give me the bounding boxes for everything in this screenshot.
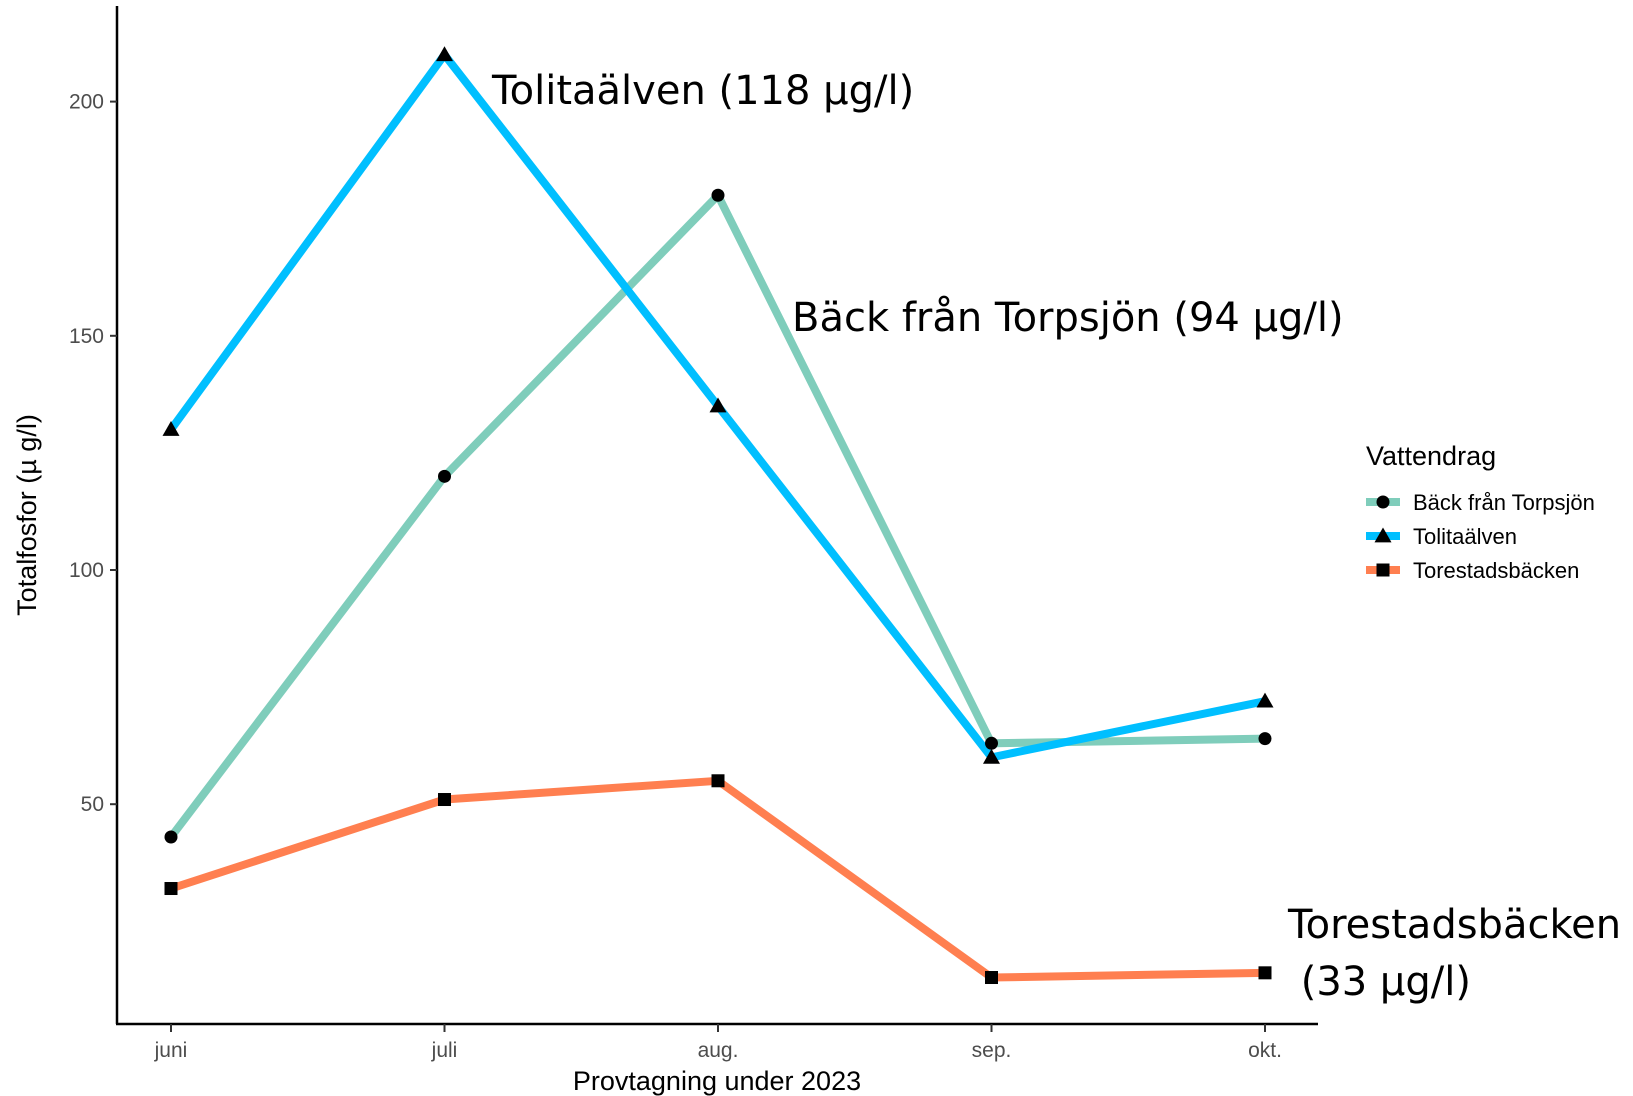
legend-marker	[1376, 563, 1390, 577]
data-point	[1256, 692, 1274, 708]
y-ticks: 50 100 150 200	[69, 91, 117, 816]
legend-label: Torestadsbäcken	[1413, 558, 1579, 583]
series-line	[167, 188, 1266, 840]
annotation-torestadsbacken-line1: Torestadsbäcken	[1287, 902, 1621, 948]
legend-item-tolitaalven: Tolitaälven	[1366, 524, 1517, 549]
data-point	[164, 882, 178, 896]
x-tick-label: aug.	[698, 1039, 739, 1062]
series-back-fran-torpsjon	[167, 188, 1266, 840]
data-point	[985, 736, 998, 750]
series-torestadsbacken	[169, 776, 1266, 982]
y-tick-label: 200	[69, 91, 104, 114]
series-layer	[162, 46, 1274, 985]
data-point	[438, 469, 451, 483]
annotation-tolitaalven: Tolitaälven (118 µg/l)	[491, 68, 914, 114]
series-line	[169, 776, 1266, 982]
y-tick-label: 100	[69, 559, 104, 582]
x-ticks: juni juli aug. sep. okt.	[154, 1024, 1282, 1062]
annotation-back-fran-torpsjon: Bäck från Torpsjön (94 µg/l)	[792, 295, 1344, 341]
legend-title: Vattendrag	[1366, 441, 1496, 471]
legend-marker	[1374, 527, 1392, 543]
data-point	[711, 188, 725, 202]
legend-label: Tolitaälven	[1413, 524, 1517, 549]
x-tick-label: sep.	[972, 1039, 1012, 1062]
annotation-torestadsbacken-line2: (33 µg/l)	[1288, 959, 1471, 1005]
x-tick-label: juli	[431, 1039, 458, 1062]
data-point	[983, 748, 1000, 764]
data-point	[711, 774, 725, 788]
data-point	[709, 397, 727, 413]
data-point	[1258, 732, 1272, 746]
data-point	[436, 46, 453, 62]
axes-layer	[115, 6, 1318, 1026]
x-axis-title: Provtagning under 2023	[573, 1066, 861, 1096]
legend-item-back-fran-torpsjon: Bäck från Torpsjön	[1366, 490, 1595, 515]
series-markers-back-fran-torpsjon	[164, 188, 1272, 844]
x-tick-label: okt.	[1248, 1039, 1282, 1062]
x-tick-label: juni	[154, 1039, 188, 1062]
data-point	[985, 971, 998, 985]
data-point	[162, 420, 180, 436]
series-markers-tolitaalven	[162, 46, 1274, 764]
legend: Vattendrag Bäck från Torpsjön Tolitaälven…	[1366, 441, 1595, 583]
y-tick-label: 50	[81, 793, 104, 816]
legend-label: Bäck från Torpsjön	[1413, 490, 1595, 515]
series-markers-torestadsbacken	[164, 774, 1272, 985]
data-point	[1258, 966, 1272, 980]
legend-marker	[1376, 495, 1390, 509]
data-point	[438, 793, 451, 807]
data-point	[164, 830, 178, 844]
y-tick-label: 150	[69, 325, 104, 348]
legend-items: Bäck från Torpsjön Tolitaälven Torestadsbä…	[1366, 490, 1595, 583]
y-axis-title: Totalfosfor (µ g/l)	[12, 414, 42, 616]
legend-item-torestadsbacken: Torestadsbäcken	[1366, 558, 1579, 583]
